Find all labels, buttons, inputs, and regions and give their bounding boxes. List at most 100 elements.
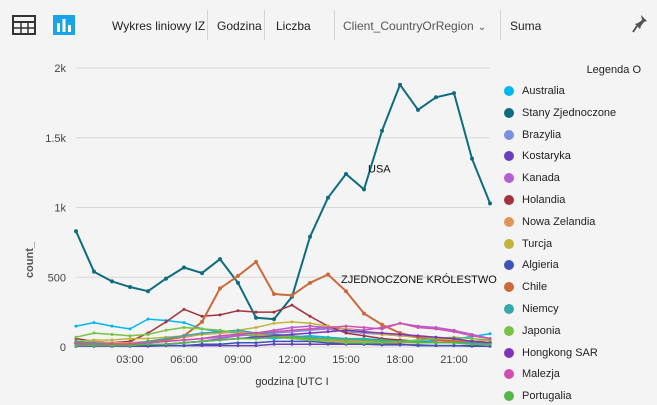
pin-icon[interactable] [632,14,650,34]
legend-item[interactable]: Niemcy [504,300,559,318]
data-point[interactable] [488,201,492,206]
data-point[interactable] [470,334,474,338]
data-point[interactable] [272,317,276,322]
data-point[interactable] [380,327,384,331]
data-point[interactable] [128,285,132,290]
data-point[interactable] [200,327,204,331]
data-point[interactable] [200,337,204,341]
data-point[interactable] [272,335,276,339]
data-point[interactable] [236,344,240,348]
data-point[interactable] [380,339,384,343]
data-point[interactable] [488,344,492,348]
data-point[interactable] [488,332,492,336]
series-line[interactable] [76,322,491,345]
data-point[interactable] [182,341,186,345]
data-point[interactable] [416,334,420,338]
data-point[interactable] [416,325,420,329]
data-point[interactable] [200,314,204,318]
data-point[interactable] [128,337,132,341]
legend-item[interactable]: Turcja [504,235,552,253]
data-point[interactable] [344,341,348,345]
data-point[interactable] [290,332,294,336]
data-point[interactable] [74,344,78,348]
data-point[interactable] [434,344,438,348]
data-point[interactable] [470,344,474,348]
data-point[interactable] [236,337,240,341]
legend-item[interactable]: Japonia [504,322,561,340]
data-point[interactable] [182,325,186,329]
data-point[interactable] [308,327,312,331]
data-point[interactable] [164,320,168,324]
data-point[interactable] [452,344,456,348]
data-point[interactable] [398,342,402,346]
data-point[interactable] [380,331,384,335]
data-point[interactable] [434,95,438,100]
data-point[interactable] [470,337,474,341]
data-point[interactable] [164,328,168,332]
data-point[interactable] [308,280,312,285]
data-point[interactable] [110,324,114,328]
data-point[interactable] [92,321,96,325]
data-point[interactable] [272,330,276,334]
data-point[interactable] [272,291,276,296]
data-point[interactable] [272,339,276,343]
data-point[interactable] [200,339,204,343]
data-point[interactable] [416,344,420,348]
data-point[interactable] [74,335,78,339]
data-point[interactable] [164,337,168,341]
data-point[interactable] [380,128,384,133]
data-point[interactable] [308,234,312,239]
data-point[interactable] [254,344,258,348]
data-point[interactable] [362,338,366,342]
data-point[interactable] [182,338,186,342]
chart-type-label[interactable]: Wykres liniowy IZ [112,19,206,33]
legend-item[interactable]: Malezja [504,365,560,383]
data-point[interactable] [236,309,240,313]
data-point[interactable] [344,338,348,342]
data-point[interactable] [110,332,114,336]
data-point[interactable] [128,334,132,338]
data-point[interactable] [344,289,348,294]
data-point[interactable] [92,338,96,342]
data-point[interactable] [488,337,492,341]
data-point[interactable] [290,339,294,343]
aggregation-label[interactable]: Suma [510,19,542,33]
data-point[interactable] [182,307,186,311]
data-point[interactable] [110,338,114,342]
data-point[interactable] [236,332,240,336]
legend-field-dropdown[interactable]: Client_CountryOrRegion ⌄ [343,19,486,33]
data-point[interactable] [362,330,366,334]
legend-item[interactable]: Portugalia [504,387,572,405]
data-point[interactable] [416,107,420,112]
axis-field-label[interactable]: Godzina [217,19,262,33]
data-point[interactable] [200,342,204,346]
data-point[interactable] [290,293,294,298]
data-point[interactable] [344,331,348,335]
data-point[interactable] [452,337,456,341]
data-point[interactable] [182,344,186,348]
data-point[interactable] [182,321,186,325]
data-point[interactable] [290,335,294,339]
data-point[interactable] [290,320,294,324]
legend-item[interactable]: Nowa Zelandia [504,213,595,231]
data-point[interactable] [308,331,312,335]
data-point[interactable] [362,311,366,316]
data-point[interactable] [146,342,150,346]
data-point[interactable] [362,325,366,329]
data-point[interactable] [308,324,312,328]
legend-item[interactable]: Brazylia [504,126,561,144]
data-point[interactable] [110,344,114,348]
data-point[interactable] [110,279,114,284]
data-point[interactable] [398,82,402,87]
data-point[interactable] [434,335,438,339]
data-point[interactable] [290,303,294,307]
data-point[interactable] [254,331,258,335]
data-point[interactable] [218,334,222,338]
data-point[interactable] [218,313,222,317]
data-point[interactable] [254,310,258,314]
data-point[interactable] [182,265,186,270]
data-point[interactable] [452,330,456,334]
data-point[interactable] [452,91,456,96]
data-point[interactable] [254,259,258,264]
data-point[interactable] [326,337,330,341]
